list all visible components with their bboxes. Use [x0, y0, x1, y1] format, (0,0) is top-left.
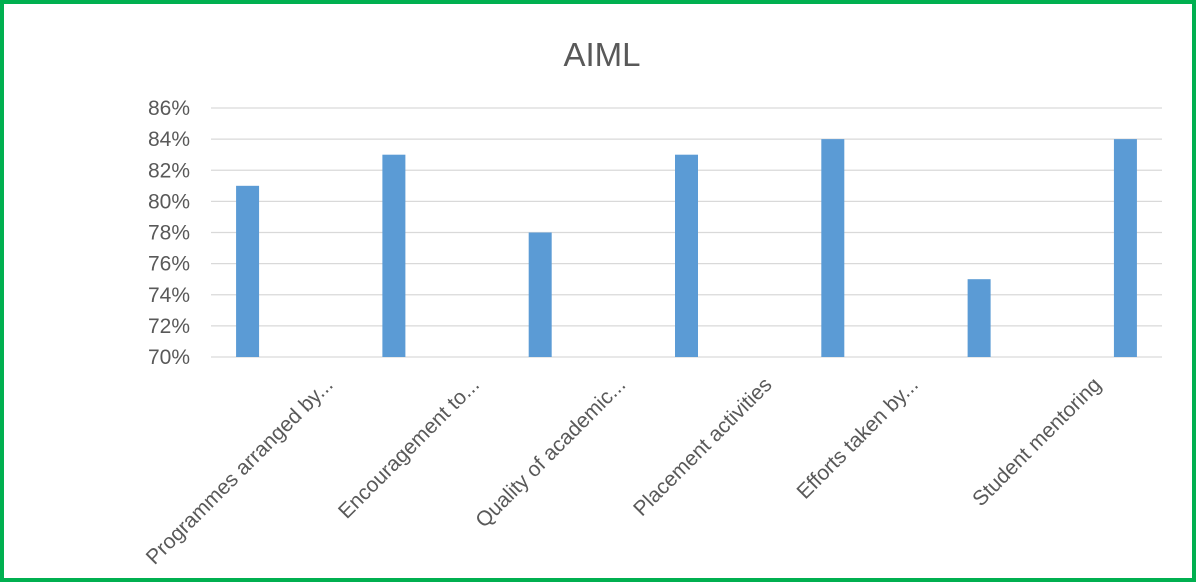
bar [821, 139, 845, 357]
chart-title: AIML [563, 36, 640, 73]
bar [675, 154, 698, 357]
y-tick-label: 78% [148, 222, 190, 245]
y-tick-label: 82% [148, 159, 190, 182]
bar [1113, 139, 1137, 357]
x-tick-label: Student mentoring [968, 373, 1106, 511]
bar [528, 232, 552, 357]
x-tick-label: Efforts taken by... [792, 373, 922, 503]
x-tick-label: Quality of academic... [471, 373, 630, 532]
bar [236, 185, 260, 357]
y-tick-label: 70% [148, 346, 190, 369]
x-tick-label: Encouragement to... [334, 373, 484, 523]
y-tick-label: 76% [148, 253, 190, 276]
bar [967, 279, 991, 357]
x-tick-label: Programmes arranged by... [142, 373, 338, 569]
y-tick-label: 80% [148, 190, 190, 213]
y-tick-label: 74% [148, 284, 190, 307]
bar-chart: AIML 70% 72% 74% 76% 78% 80% 82% 84% 86% Program… [142, 36, 1162, 569]
bar [382, 154, 406, 357]
y-tick-label: 72% [148, 315, 190, 338]
y-tick-label: 84% [148, 128, 190, 151]
x-tick-label: Placement activities [629, 373, 776, 520]
y-tick-label: 86% [148, 97, 190, 120]
